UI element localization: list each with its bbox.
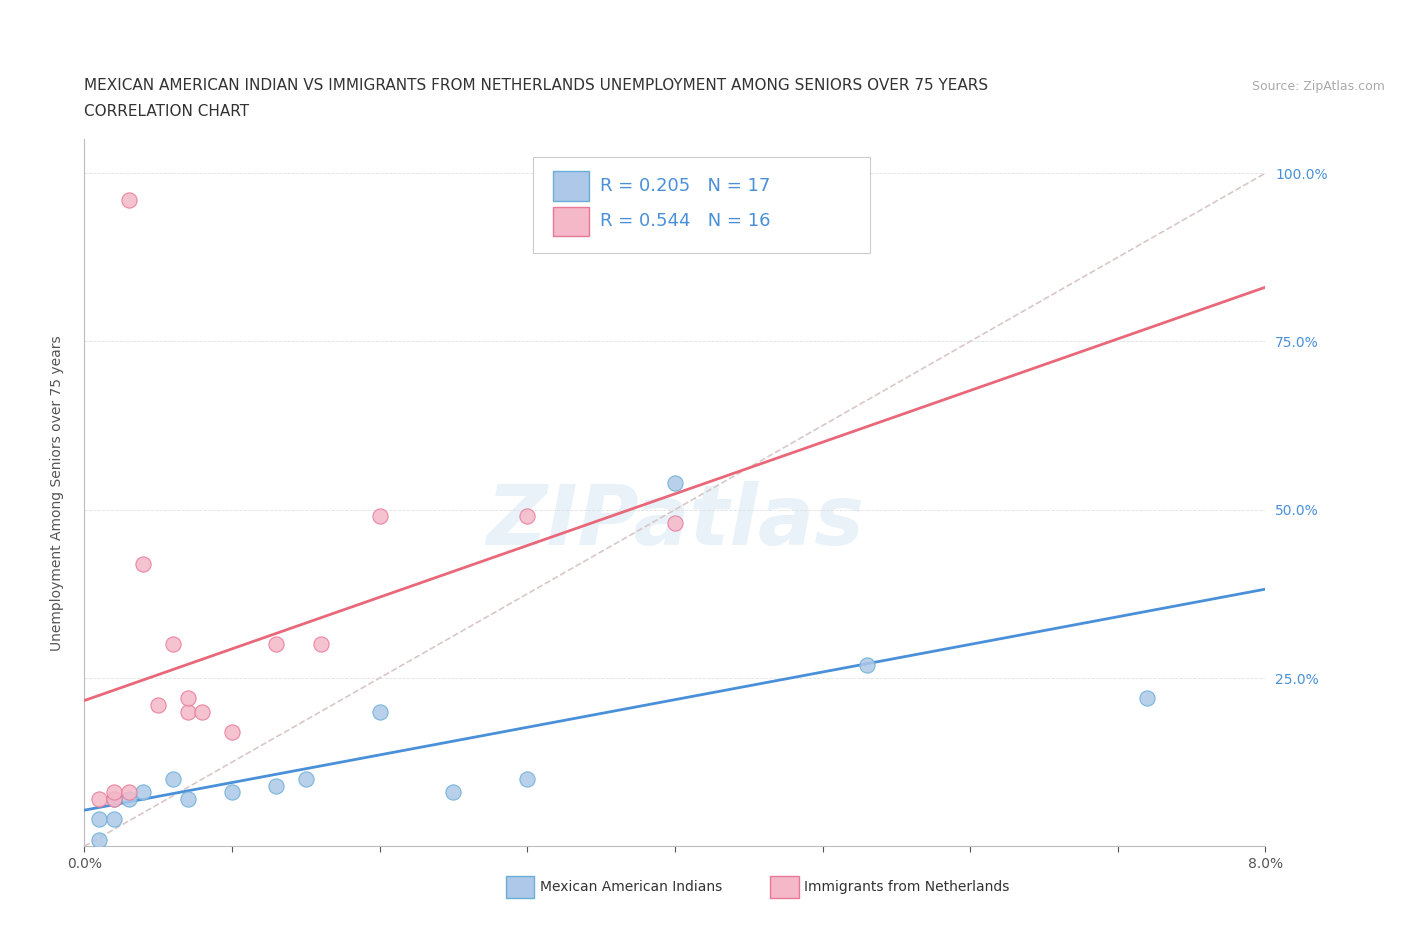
Point <box>516 772 538 787</box>
Point <box>368 509 391 524</box>
Bar <box>770 876 799 898</box>
FancyBboxPatch shape <box>533 157 870 253</box>
Point <box>221 724 243 739</box>
Point <box>132 556 155 571</box>
Point <box>855 658 877 672</box>
Point <box>118 785 141 800</box>
Point <box>368 704 391 719</box>
Point <box>103 791 125 806</box>
Point <box>177 704 200 719</box>
Text: R = 0.205   N = 17: R = 0.205 N = 17 <box>600 177 770 195</box>
Point <box>103 791 125 806</box>
Point <box>516 509 538 524</box>
Point <box>89 791 111 806</box>
Text: ZIPatlas: ZIPatlas <box>486 481 863 562</box>
Point <box>118 193 141 207</box>
Bar <box>553 206 589 236</box>
Point <box>162 772 184 787</box>
Bar <box>553 171 589 201</box>
Point <box>309 637 332 652</box>
Y-axis label: Unemployment Among Seniors over 75 years: Unemployment Among Seniors over 75 years <box>49 335 63 651</box>
Point <box>264 778 288 793</box>
Bar <box>506 876 534 898</box>
Point <box>664 475 686 490</box>
Point <box>89 832 111 847</box>
Point <box>264 637 288 652</box>
Text: R = 0.544   N = 16: R = 0.544 N = 16 <box>600 212 770 231</box>
Point <box>1136 691 1159 706</box>
Point <box>443 785 465 800</box>
Text: CORRELATION CHART: CORRELATION CHART <box>84 104 249 119</box>
Point <box>162 637 184 652</box>
Point <box>177 791 200 806</box>
Point <box>132 785 155 800</box>
Point <box>295 772 318 787</box>
Point <box>103 785 125 800</box>
Point <box>191 704 214 719</box>
Point <box>177 691 200 706</box>
Text: Immigrants from Netherlands: Immigrants from Netherlands <box>804 880 1010 895</box>
Point <box>148 698 170 712</box>
Point <box>664 516 686 531</box>
Point <box>118 791 141 806</box>
Text: Source: ZipAtlas.com: Source: ZipAtlas.com <box>1251 80 1385 93</box>
Point <box>221 785 243 800</box>
Point <box>89 812 111 827</box>
Text: Mexican American Indians: Mexican American Indians <box>540 880 723 895</box>
Text: MEXICAN AMERICAN INDIAN VS IMMIGRANTS FROM NETHERLANDS UNEMPLOYMENT AMONG SENIOR: MEXICAN AMERICAN INDIAN VS IMMIGRANTS FR… <box>84 78 988 93</box>
Point <box>103 812 125 827</box>
